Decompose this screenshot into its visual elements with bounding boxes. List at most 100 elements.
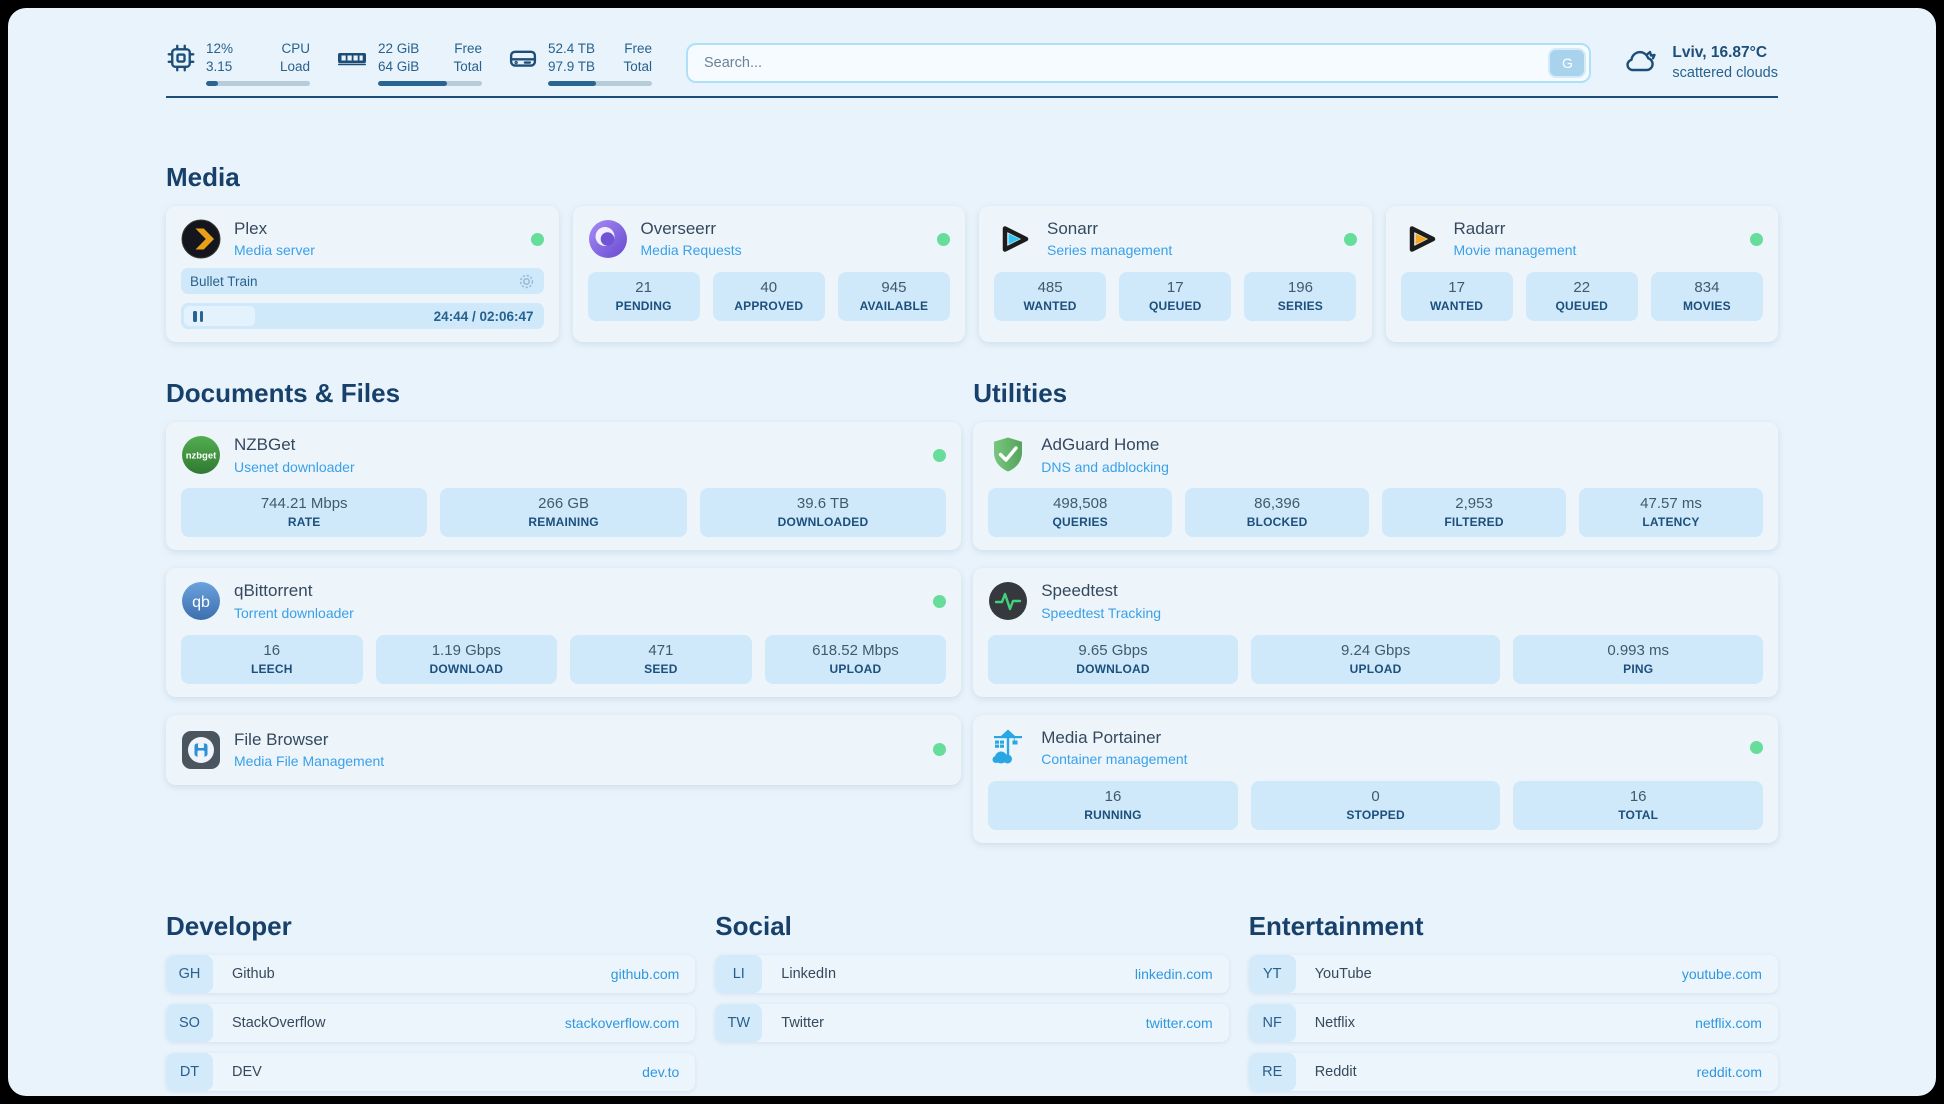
service-card-overseerr[interactable]: Overseerr Media Requests 21 PENDING 40 A…: [572, 206, 965, 343]
bookmark-url: stackoverflow.com: [564, 1014, 680, 1031]
social-group: Social LI LinkedIn linkedin.com TW Twitt…: [715, 911, 1229, 1091]
disk-label: Free: [624, 41, 652, 57]
bookmark-url: github.com: [610, 965, 680, 982]
bookmark-name: Github: [232, 965, 275, 982]
cpu-label2: Load: [279, 59, 310, 74]
bookmark-youtube[interactable]: YT YouTube youtube.com: [1248, 954, 1778, 993]
bookmark-twitter[interactable]: TW Twitter twitter.com: [715, 1003, 1229, 1042]
search-bar: G: [686, 43, 1592, 83]
stat-tile: 16 LEECH: [181, 634, 363, 684]
plex-icon: [181, 219, 221, 259]
entertainment-group: Entertainment YT YouTube youtube.com NF …: [1248, 911, 1778, 1091]
stat-tile: 40 APPROVED: [712, 272, 825, 322]
service-subtitle: Series management: [1047, 242, 1173, 259]
bookmark-abbr: GH: [166, 954, 213, 993]
search-input[interactable]: [686, 43, 1592, 83]
section-title-media: Media: [166, 162, 240, 192]
service-card-plex[interactable]: Plex Media server Bullet Train: [166, 206, 559, 343]
status-dot: [1343, 232, 1357, 246]
svg-text:qb: qb: [192, 594, 210, 611]
cpu-load-value: 3.15: [206, 59, 233, 74]
stat-tile: 471 SEED: [570, 634, 752, 684]
cpu-progress-bar: [206, 80, 310, 86]
status-dot: [1749, 741, 1763, 755]
service-name: qBittorrent: [234, 581, 313, 601]
service-name: Plex: [234, 219, 268, 238]
stat-tile: 485 WANTED: [994, 272, 1107, 322]
stat-tile: 9.24 Gbps UPLOAD: [1250, 634, 1501, 684]
bookmark-name: Netflix: [1314, 1014, 1355, 1031]
stat-tile: 498,508 QUERIES: [988, 488, 1173, 538]
filebrowser-icon: [181, 730, 221, 770]
status-dot: [1750, 232, 1763, 246]
cpu-percent: 12%: [206, 41, 234, 57]
bookmark-url: netflix.com: [1695, 1014, 1762, 1031]
service-card-nzbget[interactable]: nzbget NZBGet Usenet downloader 744.21 M…: [166, 422, 962, 551]
bookmark-reddit[interactable]: RE Reddit reddit.com: [1248, 1052, 1778, 1091]
ram-label: Free: [454, 41, 482, 57]
service-subtitle: Torrent downloader: [234, 604, 354, 621]
bookmark-dev[interactable]: DT DEV dev.to: [166, 1052, 696, 1091]
service-name: Overseerr: [640, 219, 717, 238]
bookmark-url: youtube.com: [1681, 965, 1762, 982]
weather-condition: scattered clouds: [1672, 64, 1778, 81]
bookmark-abbr: DT: [166, 1052, 213, 1091]
search-provider-button[interactable]: G: [1548, 48, 1587, 78]
ram-widget: 22 GiB 64 GiB Free Total: [336, 40, 482, 86]
cloud-icon: [1621, 44, 1661, 81]
service-subtitle: Usenet downloader: [234, 458, 355, 475]
dashboard-page: 12% 3.15 CPU Load: [8, 8, 1936, 1096]
disk-label2: Total: [623, 59, 652, 74]
stat-tile: 0 STOPPED: [1250, 780, 1501, 830]
stat-tile: 196 SERIES: [1244, 272, 1357, 322]
stat-tile: 744.21 Mbps RATE: [181, 488, 428, 538]
header-divider: [166, 96, 1778, 98]
ram-free-value: 22 GiB: [378, 41, 420, 57]
bookmark-name: Reddit: [1314, 1063, 1357, 1080]
stat-tile: 86,396 BLOCKED: [1185, 488, 1370, 538]
gear-icon[interactable]: [518, 273, 535, 290]
cpu-widget: 12% 3.15 CPU Load: [166, 40, 310, 86]
stat-tile: 618.52 Mbps UPLOAD: [764, 634, 947, 684]
radarr-icon: [1401, 219, 1441, 259]
stat-tile: 834 MOVIES: [1650, 272, 1763, 322]
service-card-sonarr[interactable]: Sonarr Series management 485 WANTED 17 Q…: [979, 206, 1372, 343]
service-subtitle: Container management: [1041, 750, 1188, 767]
bookmark-name: DEV: [232, 1063, 262, 1080]
service-card-radarr[interactable]: Radarr Movie management 17 WANTED 22 QUE…: [1385, 206, 1778, 343]
bookmark-stackoverflow[interactable]: SO StackOverflow stackoverflow.com: [166, 1003, 696, 1042]
service-card-qbittorrent[interactable]: qb qBittorrent Torrent downloader 16 LEE…: [166, 568, 962, 697]
now-playing-title: Bullet Train: [190, 273, 258, 289]
bookmark-url: twitter.com: [1145, 1014, 1213, 1031]
service-subtitle: Movie management: [1453, 242, 1577, 259]
bookmark-url: linkedin.com: [1134, 965, 1213, 982]
section-title-documents: Documents & Files: [166, 378, 401, 409]
service-card-speedtest[interactable]: Speedtest Speedtest Tracking 9.65 Gbps D…: [973, 568, 1778, 697]
bookmark-abbr: TW: [715, 1003, 763, 1042]
service-subtitle: DNS and adblocking: [1041, 458, 1169, 475]
service-subtitle: Speedtest Tracking: [1041, 604, 1162, 621]
stat-tile: 47.57 ms LATENCY: [1579, 488, 1763, 538]
service-name: AdGuard Home: [1041, 435, 1160, 455]
bookmark-linkedin[interactable]: LI LinkedIn linkedin.com: [715, 954, 1229, 993]
pause-icon: [193, 310, 203, 322]
bookmark-abbr: RE: [1248, 1052, 1296, 1091]
cpu-label: CPU: [281, 41, 310, 57]
status-dot: [530, 232, 544, 246]
service-name: Radarr: [1453, 219, 1506, 238]
svg-text:nzbget: nzbget: [186, 451, 217, 462]
bookmark-url: dev.to: [642, 1063, 680, 1080]
bookmark-netflix[interactable]: NF Netflix netflix.com: [1248, 1003, 1778, 1042]
service-name: Speedtest: [1041, 581, 1118, 601]
ram-progress-bar: [378, 80, 482, 86]
service-subtitle: Media Requests: [640, 242, 742, 259]
disk-total-value: 97.9 TB: [548, 59, 596, 74]
service-card-filebrowser[interactable]: File Browser Media File Management: [166, 714, 962, 785]
weather-widget[interactable]: Lviv, 16.87°C scattered clouds: [1621, 43, 1778, 83]
bookmark-github[interactable]: GH Github github.com: [166, 954, 696, 993]
stat-tile: 0.993 ms PING: [1513, 634, 1763, 684]
service-card-portainer[interactable]: Media Portainer Container management 16 …: [973, 714, 1778, 843]
stat-tile: 17 WANTED: [1400, 272, 1513, 322]
disk-icon: [508, 43, 538, 78]
service-card-adguard[interactable]: AdGuard Home DNS and adblocking 498,508 …: [973, 422, 1778, 551]
